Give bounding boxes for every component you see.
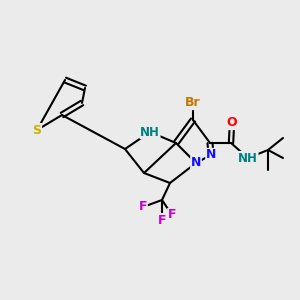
Text: NH: NH xyxy=(140,125,160,139)
Text: F: F xyxy=(168,208,176,221)
Text: Br: Br xyxy=(185,97,201,110)
Text: F: F xyxy=(158,214,166,226)
Text: N: N xyxy=(206,148,216,161)
Text: S: S xyxy=(32,124,41,136)
Text: F: F xyxy=(139,200,147,214)
Text: N: N xyxy=(191,157,201,169)
Text: O: O xyxy=(227,116,237,130)
Text: NH: NH xyxy=(238,152,258,164)
